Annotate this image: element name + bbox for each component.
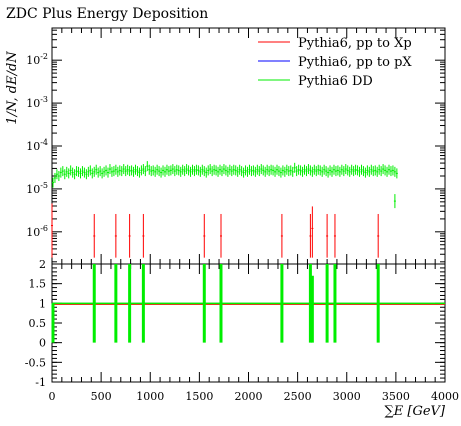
legend-label: Pythia6, pp to Xp — [298, 36, 412, 51]
legend-label: Pythia6 DD — [298, 74, 373, 89]
x-tick-label: 4000 — [431, 390, 459, 403]
ratio-series — [51, 264, 445, 343]
ratio-x-axis: 0 500 1000 1500 2000 2500 3000 3500 4000 — [49, 264, 459, 403]
x-tick-label: 1500 — [185, 390, 213, 403]
ratio-y-axis: -1 -0.5 0 0.5 1 1.5 2 — [25, 258, 445, 389]
main-y-tick-label: 10-2 — [26, 52, 48, 67]
x-tick-label: 1000 — [136, 390, 164, 403]
x-tick-label: 2500 — [284, 390, 312, 403]
main-y-tick-label: 10-6 — [26, 224, 48, 239]
ratio-y-tick-label: 0 — [39, 337, 46, 350]
legend: Pythia6, pp to Xp Pythia6, pp to pX Pythia… — [258, 36, 412, 89]
ratio-y-tick-label: 1.5 — [29, 278, 47, 291]
main-y-tick-label: 10-4 — [26, 138, 48, 153]
ratio-y-tick-label: 0.5 — [29, 317, 47, 330]
chart-title: ZDC Plus Energy Deposition — [6, 6, 208, 22]
main-y-tick-label: 10-5 — [26, 181, 48, 196]
main-x-axis-ticks — [51, 28, 446, 264]
x-tick-label: 0 — [49, 390, 56, 403]
x-tick-label: 3000 — [333, 390, 361, 403]
ratio-y-tick-label: 1 — [39, 297, 46, 310]
x-tick-label: 3500 — [382, 390, 410, 403]
ratio-y-tick-label: -1 — [35, 376, 46, 389]
x-tick-label: 2000 — [235, 390, 263, 403]
main-series — [51, 161, 398, 258]
ratio-y-tick-label: 2 — [39, 258, 46, 271]
ratio-y-tick-label: -0.5 — [25, 356, 46, 369]
ratio-panel: -1 -0.5 0 0.5 1 1.5 2 0 500 1000 1500 2000 2500 3000… — [25, 258, 459, 419]
x-tick-label: 500 — [91, 390, 112, 403]
main-y-tick-label: 10-3 — [26, 95, 48, 110]
main-panel: 10-6 10-5 10-4 10-3 10-2 1/N, dE/dN Pythia6,… — [5, 27, 446, 265]
legend-label: Pythia6, pp to pX — [298, 55, 412, 70]
main-y-axis: 10-6 10-5 10-4 10-3 10-2 — [26, 29, 445, 263]
x-axis-label: ∑E [GeV] — [384, 404, 445, 419]
main-y-axis-label: 1/N, dE/dN — [5, 51, 20, 125]
